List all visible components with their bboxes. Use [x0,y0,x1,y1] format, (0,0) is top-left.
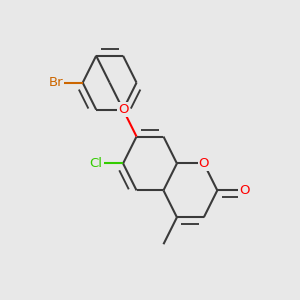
Text: Cl: Cl [90,157,103,170]
Text: O: O [239,184,250,197]
Text: O: O [199,157,209,170]
Text: O: O [118,103,128,116]
Text: Br: Br [49,76,63,89]
